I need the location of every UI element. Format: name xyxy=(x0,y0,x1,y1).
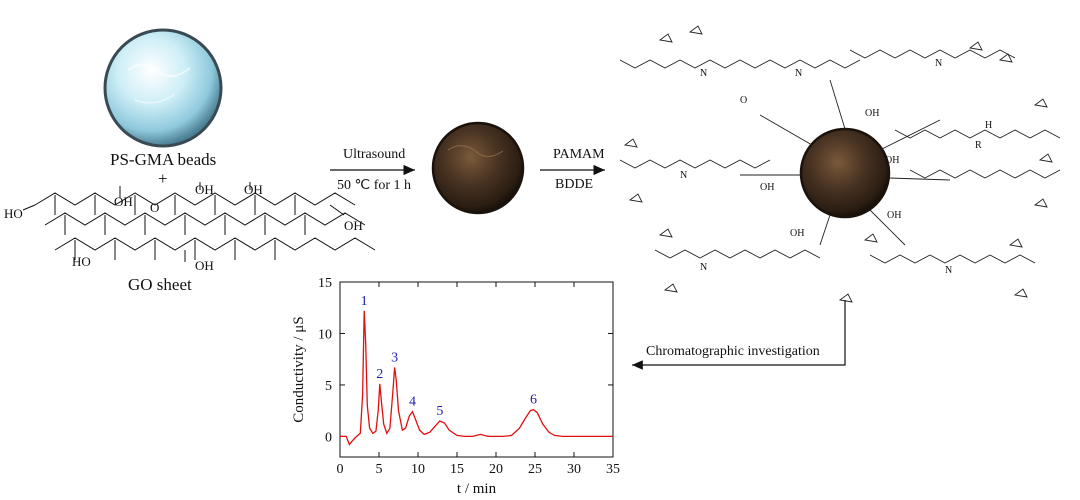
pamam-atom-oh-2: OH xyxy=(885,155,900,166)
y-tick-label: 5 xyxy=(325,379,332,394)
go-sheet-label: GO sheet xyxy=(128,275,192,294)
pamam-atom-n-4: N xyxy=(680,170,688,181)
chromatogram-trace xyxy=(340,310,613,446)
peak-label-3: 3 xyxy=(391,350,398,365)
peak-label-4: 4 xyxy=(409,395,416,410)
pamam-atom-n-2: N xyxy=(795,68,803,79)
pamam-atom-o-1: O xyxy=(740,95,748,106)
step1-top-label: Ultrasound xyxy=(343,147,406,162)
x-tick-label: 35 xyxy=(606,462,620,477)
y-axis-label: Conductivity / μS xyxy=(291,316,307,422)
peak-label-1: 1 xyxy=(361,294,368,309)
plot-frame xyxy=(339,281,614,458)
pamam-dendrimer-network xyxy=(619,25,1061,370)
pamam-atom-n-5: N xyxy=(700,262,708,273)
go-label-o-1: O xyxy=(150,200,160,215)
step3-label: Chromatographic investigation xyxy=(646,344,820,359)
pamam-atom-oh-3: OH xyxy=(760,182,775,193)
plus-sign: + xyxy=(158,169,168,188)
go-label-oh-2: OH xyxy=(195,182,214,197)
pamam-atom-n-1: N xyxy=(700,68,708,79)
peak-label-6: 6 xyxy=(530,393,537,408)
peak-label-5: 5 xyxy=(436,404,443,419)
go-label-ho-bottom: HO xyxy=(72,254,91,269)
step2-bottom-label: BDDE xyxy=(555,177,594,192)
go-coated-bead xyxy=(431,121,525,215)
x-tick-label: 25 xyxy=(528,462,542,477)
x-tick-label: 10 xyxy=(411,462,425,477)
go-label-oh-1: OH xyxy=(114,194,133,209)
pamam-atom-oh-1: OH xyxy=(865,108,880,119)
pamam-atom-oh-5: OH xyxy=(887,210,902,221)
pamam-atom-n-6: N xyxy=(945,265,953,276)
step2-top-label: PAMAM xyxy=(553,147,605,162)
pamam-atom-oh-4: OH xyxy=(790,228,805,239)
go-label-oh-bottom: OH xyxy=(195,258,214,273)
pamam-atom-h-1: H xyxy=(985,120,993,131)
x-tick-label: 20 xyxy=(489,462,503,477)
go-label-oh-3: OH xyxy=(244,182,263,197)
x-tick-label: 30 xyxy=(567,462,581,477)
step1-bottom-label: 50 ℃ for 1 h xyxy=(337,178,412,193)
ps-gma-bead xyxy=(103,28,223,148)
x-tick-label: 15 xyxy=(450,462,464,477)
go-sheet-structure xyxy=(22,182,376,262)
x-tick-label: 0 xyxy=(337,462,344,477)
ps-gma-label: PS-GMA beads xyxy=(110,150,217,169)
pamam-atom-n-3: N xyxy=(935,58,943,69)
go-label-cooh-right: OH xyxy=(344,218,363,233)
y-tick-label: 0 xyxy=(325,430,332,445)
y-tick-label: 10 xyxy=(318,327,332,342)
peak-label-2: 2 xyxy=(376,367,383,382)
y-tick-label: 15 xyxy=(318,276,332,291)
x-axis-label: t / min xyxy=(457,481,497,497)
pamam-atom-r-1: R xyxy=(975,140,982,151)
go-label-ho-left: HO xyxy=(4,206,23,221)
x-tick-label: 5 xyxy=(376,462,383,477)
